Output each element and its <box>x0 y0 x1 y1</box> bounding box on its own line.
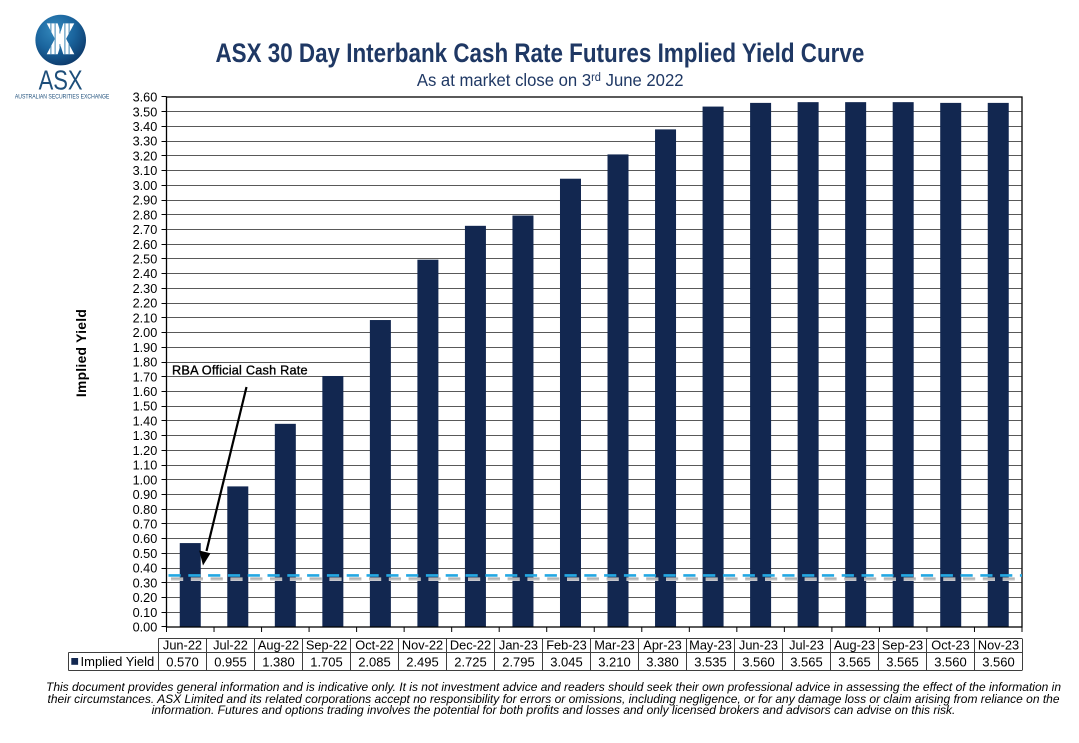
svg-text:3.565: 3.565 <box>886 654 919 669</box>
svg-text:2.725: 2.725 <box>454 654 487 669</box>
svg-text:2.80: 2.80 <box>133 208 158 222</box>
svg-text:2.495: 2.495 <box>406 654 439 669</box>
svg-text:2.795: 2.795 <box>502 654 535 669</box>
svg-text:1.60: 1.60 <box>133 385 158 399</box>
svg-text:2.00: 2.00 <box>133 326 158 340</box>
svg-text:Sep-23: Sep-23 <box>882 637 923 652</box>
svg-text:Nov-23: Nov-23 <box>978 637 1019 652</box>
svg-text:1.00: 1.00 <box>133 473 158 487</box>
svg-text:0.70: 0.70 <box>133 517 158 531</box>
svg-text:1.40: 1.40 <box>133 414 158 428</box>
svg-text:3.045: 3.045 <box>550 654 583 669</box>
svg-text:2.085: 2.085 <box>358 654 391 669</box>
svg-text:Implied Yield: Implied Yield <box>74 309 89 397</box>
svg-text:0.40: 0.40 <box>133 562 158 576</box>
svg-text:Jul-22: Jul-22 <box>213 637 248 652</box>
svg-text:3.380: 3.380 <box>646 654 679 669</box>
svg-text:0.30: 0.30 <box>133 576 158 590</box>
svg-text:0.570: 0.570 <box>166 654 199 669</box>
svg-text:RBA Official Cash Rate: RBA Official Cash Rate <box>172 364 308 378</box>
svg-text:RBA Official Cash Rate: RBA Official Cash Rate <box>172 364 308 378</box>
svg-text:3.50: 3.50 <box>133 105 158 119</box>
svg-text:2.20: 2.20 <box>133 297 158 311</box>
svg-text:3.10: 3.10 <box>133 164 158 178</box>
svg-text:Sep-22: Sep-22 <box>306 637 347 652</box>
svg-text:May-23: May-23 <box>689 637 732 652</box>
svg-text:0.50: 0.50 <box>133 547 158 561</box>
svg-text:3.40: 3.40 <box>133 120 158 134</box>
svg-text:ASX: ASX <box>39 64 83 95</box>
svg-text:1.705: 1.705 <box>310 654 343 669</box>
svg-text:1.90: 1.90 <box>133 341 158 355</box>
svg-text:3.20: 3.20 <box>133 149 158 163</box>
svg-text:3.00: 3.00 <box>133 179 158 193</box>
svg-text:3.30: 3.30 <box>133 135 158 149</box>
svg-text:Oct-23: Oct-23 <box>931 637 969 652</box>
svg-text:3.560: 3.560 <box>742 654 775 669</box>
svg-text:0.955: 0.955 <box>214 654 247 669</box>
svg-text:2.90: 2.90 <box>133 194 158 208</box>
svg-text:0.00: 0.00 <box>133 621 158 635</box>
svg-text:2.60: 2.60 <box>133 238 158 252</box>
svg-text:Mar-23: Mar-23 <box>594 637 635 652</box>
svg-text:1.70: 1.70 <box>133 370 158 384</box>
svg-text:3.535: 3.535 <box>694 654 727 669</box>
svg-text:2.10: 2.10 <box>133 311 158 325</box>
svg-text:AUSTRALIAN SECURITIES EXCHANGE: AUSTRALIAN SECURITIES EXCHANGE <box>15 93 110 100</box>
svg-text:3.60: 3.60 <box>133 91 158 105</box>
svg-text:Jun-22: Jun-22 <box>163 637 202 652</box>
svg-text:0.80: 0.80 <box>133 503 158 517</box>
svg-text:0.90: 0.90 <box>133 488 158 502</box>
svg-text:2.40: 2.40 <box>133 267 158 281</box>
svg-text:Dec-22: Dec-22 <box>450 637 491 652</box>
svg-text:3.560: 3.560 <box>934 654 967 669</box>
svg-text:Jan-23: Jan-23 <box>499 637 538 652</box>
svg-text:1.30: 1.30 <box>133 429 158 443</box>
svg-text:Jun-23: Jun-23 <box>739 637 778 652</box>
svg-text:1.80: 1.80 <box>133 356 158 370</box>
svg-text:Jul-23: Jul-23 <box>789 637 824 652</box>
svg-text:Nov-22: Nov-22 <box>402 637 443 652</box>
svg-text:0.60: 0.60 <box>133 532 158 546</box>
svg-text:1.20: 1.20 <box>133 444 158 458</box>
svg-text:3.210: 3.210 <box>598 654 631 669</box>
svg-text:2.70: 2.70 <box>133 223 158 237</box>
svg-text:Feb-23: Feb-23 <box>546 637 587 652</box>
svg-text:1.10: 1.10 <box>133 459 158 473</box>
svg-text:1.50: 1.50 <box>133 400 158 414</box>
svg-text:Apr-23: Apr-23 <box>643 637 681 652</box>
svg-text:3.560: 3.560 <box>982 654 1015 669</box>
svg-text:3.565: 3.565 <box>790 654 823 669</box>
svg-text:0.20: 0.20 <box>133 591 158 605</box>
svg-text:Oct-22: Oct-22 <box>355 637 393 652</box>
svg-text:Aug-22: Aug-22 <box>258 637 299 652</box>
svg-text:2.50: 2.50 <box>133 252 158 266</box>
svg-text:Aug-23: Aug-23 <box>834 637 875 652</box>
svg-text:2.30: 2.30 <box>133 282 158 296</box>
svg-text:3.565: 3.565 <box>838 654 871 669</box>
svg-text:Implied Yield: Implied Yield <box>81 654 155 669</box>
svg-text:1.380: 1.380 <box>262 654 295 669</box>
svg-text:0.10: 0.10 <box>133 606 158 620</box>
